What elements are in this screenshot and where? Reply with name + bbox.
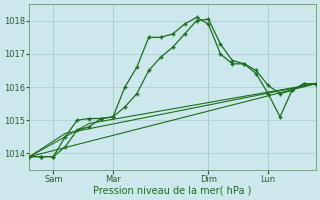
X-axis label: Pression niveau de la mer( hPa ): Pression niveau de la mer( hPa ) bbox=[93, 186, 252, 196]
